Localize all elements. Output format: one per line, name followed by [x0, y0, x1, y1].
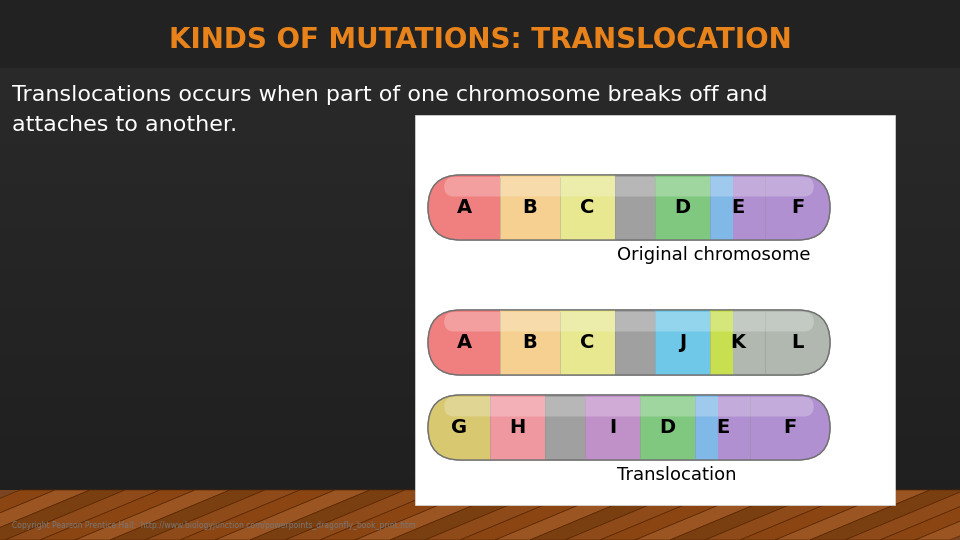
Text: E: E: [716, 418, 730, 437]
FancyBboxPatch shape: [428, 310, 533, 375]
Polygon shape: [880, 490, 960, 540]
Polygon shape: [495, 490, 650, 540]
Bar: [468, 310, 500, 375]
FancyBboxPatch shape: [717, 395, 830, 460]
Polygon shape: [390, 490, 545, 540]
Polygon shape: [460, 490, 615, 540]
Text: Copyright Pearson Prentice Hall:  http://www.biologyjunction.com/powerpoints_dra: Copyright Pearson Prentice Hall: http://…: [12, 521, 416, 530]
Text: Translocations occurs when part of one chromosome breaks off and: Translocations occurs when part of one c…: [12, 85, 768, 105]
Polygon shape: [355, 490, 510, 540]
Text: H: H: [510, 418, 526, 437]
Polygon shape: [215, 490, 370, 540]
Polygon shape: [600, 490, 755, 540]
FancyBboxPatch shape: [444, 312, 814, 332]
Polygon shape: [670, 490, 825, 540]
Bar: [732, 310, 765, 375]
Bar: [655, 175, 710, 240]
Polygon shape: [705, 490, 860, 540]
Polygon shape: [145, 490, 300, 540]
Text: G: G: [451, 418, 468, 437]
Text: L: L: [791, 333, 804, 352]
Bar: [710, 310, 765, 375]
Bar: [695, 395, 750, 460]
FancyBboxPatch shape: [732, 310, 830, 375]
Bar: [560, 175, 615, 240]
Text: D: D: [660, 418, 676, 437]
Polygon shape: [0, 490, 90, 540]
Polygon shape: [110, 490, 265, 540]
Text: Original chromosome: Original chromosome: [616, 246, 810, 264]
Polygon shape: [845, 490, 960, 540]
Bar: [458, 395, 490, 460]
Text: Translocation: Translocation: [616, 466, 736, 484]
Text: A: A: [456, 333, 471, 352]
Bar: [640, 395, 695, 460]
Bar: [415, 115, 895, 505]
Text: J: J: [679, 333, 686, 352]
Polygon shape: [810, 490, 960, 540]
FancyBboxPatch shape: [428, 175, 830, 240]
Polygon shape: [75, 490, 230, 540]
FancyBboxPatch shape: [428, 310, 830, 375]
Polygon shape: [0, 490, 55, 540]
Text: D: D: [675, 198, 690, 217]
Text: attaches to another.: attaches to another.: [12, 115, 237, 135]
Text: B: B: [522, 333, 538, 352]
Bar: [615, 310, 655, 375]
FancyBboxPatch shape: [428, 395, 522, 460]
Bar: [468, 175, 500, 240]
Text: F: F: [783, 418, 797, 437]
Polygon shape: [565, 490, 720, 540]
Polygon shape: [530, 490, 685, 540]
Bar: [710, 175, 765, 240]
Bar: [545, 395, 585, 460]
Bar: [0, 490, 960, 540]
FancyBboxPatch shape: [444, 397, 814, 416]
Bar: [615, 175, 655, 240]
Polygon shape: [320, 490, 475, 540]
Text: E: E: [731, 198, 744, 217]
FancyBboxPatch shape: [732, 175, 830, 240]
Polygon shape: [915, 490, 960, 540]
Bar: [717, 395, 750, 460]
FancyBboxPatch shape: [428, 175, 533, 240]
Polygon shape: [635, 490, 790, 540]
FancyBboxPatch shape: [444, 177, 814, 197]
Text: K: K: [730, 333, 745, 352]
Bar: [490, 395, 545, 460]
Text: C: C: [580, 198, 594, 217]
Polygon shape: [180, 490, 335, 540]
Bar: [500, 175, 560, 240]
Text: KINDS OF MUTATIONS: TRANSLOCATION: KINDS OF MUTATIONS: TRANSLOCATION: [169, 26, 791, 54]
Bar: [560, 310, 615, 375]
Bar: [655, 310, 710, 375]
Bar: [500, 310, 560, 375]
Text: A: A: [456, 198, 471, 217]
Bar: [732, 175, 765, 240]
Text: C: C: [580, 333, 594, 352]
Polygon shape: [775, 490, 930, 540]
Polygon shape: [0, 490, 125, 540]
Polygon shape: [425, 490, 580, 540]
Polygon shape: [740, 490, 895, 540]
Polygon shape: [250, 490, 405, 540]
Polygon shape: [40, 490, 195, 540]
Text: F: F: [791, 198, 804, 217]
Bar: [585, 395, 640, 460]
Text: I: I: [609, 418, 616, 437]
Polygon shape: [5, 490, 160, 540]
Text: B: B: [522, 198, 538, 217]
Bar: [0, 0, 960, 68]
FancyBboxPatch shape: [428, 395, 830, 460]
Polygon shape: [285, 490, 440, 540]
